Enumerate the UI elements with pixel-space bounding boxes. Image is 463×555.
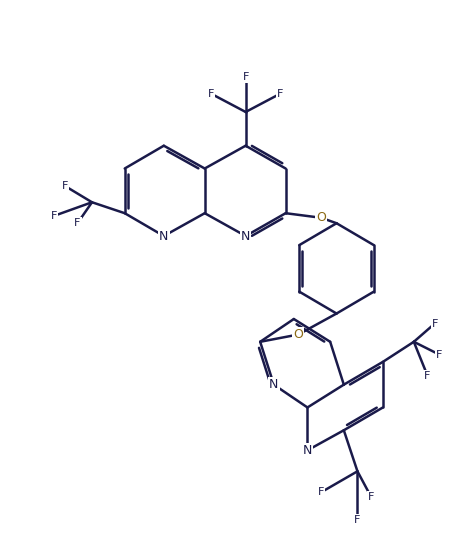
Text: F: F	[62, 181, 68, 191]
Text: F: F	[354, 514, 360, 524]
Text: F: F	[242, 72, 248, 82]
Text: O: O	[315, 211, 325, 224]
Text: N: N	[159, 230, 168, 243]
Text: F: F	[50, 211, 57, 221]
Text: F: F	[367, 492, 374, 502]
Text: N: N	[269, 378, 278, 391]
Text: F: F	[431, 319, 437, 329]
Text: F: F	[317, 487, 324, 497]
Text: O: O	[293, 328, 303, 341]
Text: F: F	[207, 89, 214, 99]
Text: F: F	[435, 350, 442, 360]
Text: N: N	[302, 444, 312, 457]
Text: F: F	[276, 89, 283, 99]
Text: N: N	[240, 230, 250, 243]
Text: F: F	[74, 218, 81, 228]
Text: F: F	[423, 371, 430, 381]
